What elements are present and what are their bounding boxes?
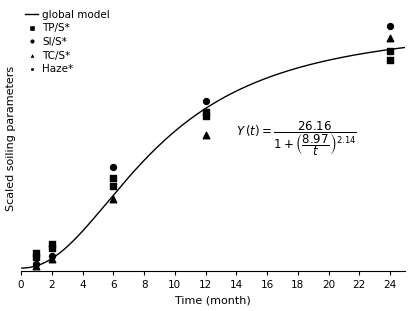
Point — [33, 254, 40, 259]
Point — [202, 132, 209, 137]
Legend: global model, TP/S*, SI/S*, TC/S*, Haze*: global model, TP/S*, SI/S*, TC/S*, Haze* — [24, 9, 111, 75]
Point — [33, 264, 40, 269]
Point — [33, 262, 40, 267]
Text: $Y\,(t)=\dfrac{26.16}{1+\left(\dfrac{8.97}{t}\right)^{2.14}}$: $Y\,(t)=\dfrac{26.16}{1+\left(\dfrac{8.9… — [236, 119, 357, 158]
Point — [202, 110, 209, 115]
Point — [387, 36, 393, 41]
Point — [48, 256, 55, 261]
Point — [110, 196, 117, 201]
Point — [48, 246, 55, 251]
Point — [110, 183, 117, 188]
X-axis label: Time (month): Time (month) — [175, 295, 251, 305]
Point — [202, 99, 209, 104]
Y-axis label: Scaled soiling parameters: Scaled soiling parameters — [6, 66, 16, 211]
Point — [387, 58, 393, 63]
Point — [33, 251, 40, 256]
Point — [387, 24, 393, 29]
Point — [48, 241, 55, 246]
Point — [110, 176, 117, 181]
Point — [48, 253, 55, 258]
Point — [202, 114, 209, 119]
Point — [110, 164, 117, 169]
Point — [387, 48, 393, 53]
